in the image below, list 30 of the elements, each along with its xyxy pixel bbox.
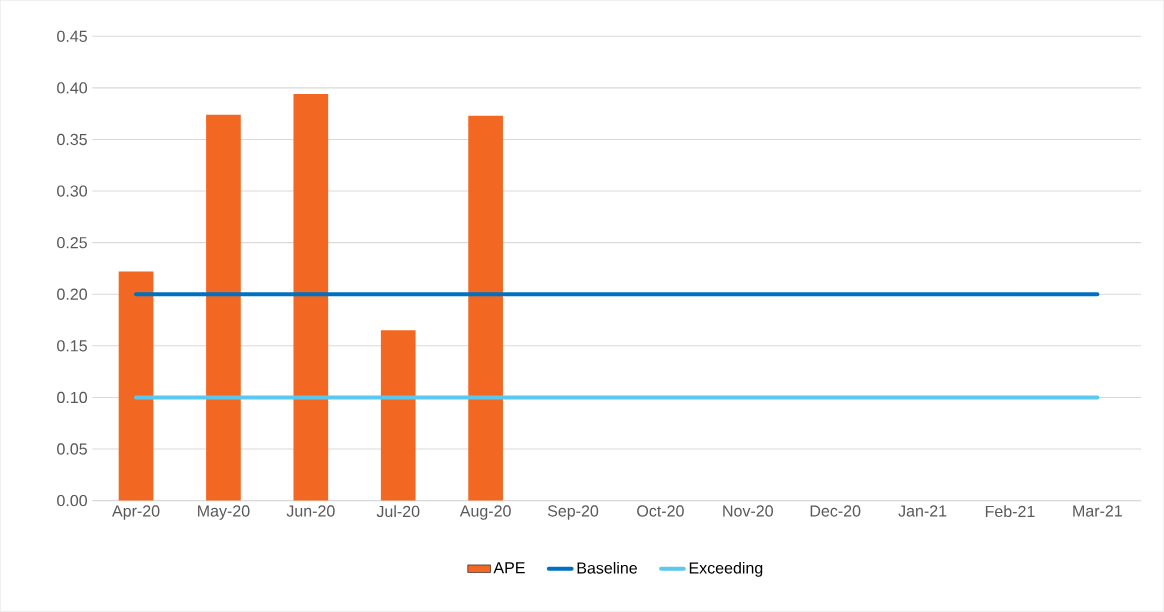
y-tick-label: 0.10 — [57, 391, 88, 404]
x-tick-label: May-20 — [198, 505, 250, 521]
y-tick-label: 0.30 — [57, 185, 88, 197]
y-tick-label: 0.20 — [57, 288, 88, 301]
bar — [468, 115, 503, 501]
y-tick-label: 0.25 — [57, 237, 87, 249]
legend-label: Baseline — [577, 562, 637, 574]
y-tick-label: 0.35 — [57, 133, 87, 146]
y-tick-label: 0.05 — [57, 443, 87, 455]
y-tick-label: 0.40 — [57, 82, 88, 94]
x-tick-label: Nov-20 — [723, 505, 773, 517]
x-tick-label: Sep-20 — [547, 505, 599, 521]
x-tick-label: Dec-20 — [810, 505, 861, 517]
x-tick-label: Jul-20 — [376, 505, 420, 518]
y-tick-label: 0.45 — [57, 30, 87, 43]
bar — [293, 94, 329, 501]
legend-label: Exceeding — [689, 562, 763, 578]
x-tick-label: Jun-20 — [286, 505, 335, 517]
x-tick-label: Feb-21 — [985, 505, 1035, 518]
legend-label: APE — [493, 562, 525, 574]
bar — [118, 271, 154, 501]
x-tick-label: Aug-20 — [459, 505, 511, 521]
x-tick-label: Oct-20 — [637, 505, 684, 517]
x-tick-label: Mar-21 — [1073, 505, 1122, 517]
bar — [380, 330, 416, 501]
x-tick-label: Jan-21 — [898, 505, 947, 517]
bar — [206, 114, 241, 501]
y-tick-label: 0.15 — [57, 340, 87, 352]
x-tick-label: Apr-20 — [112, 505, 160, 521]
y-tick-label: 0.00 — [57, 495, 88, 507]
